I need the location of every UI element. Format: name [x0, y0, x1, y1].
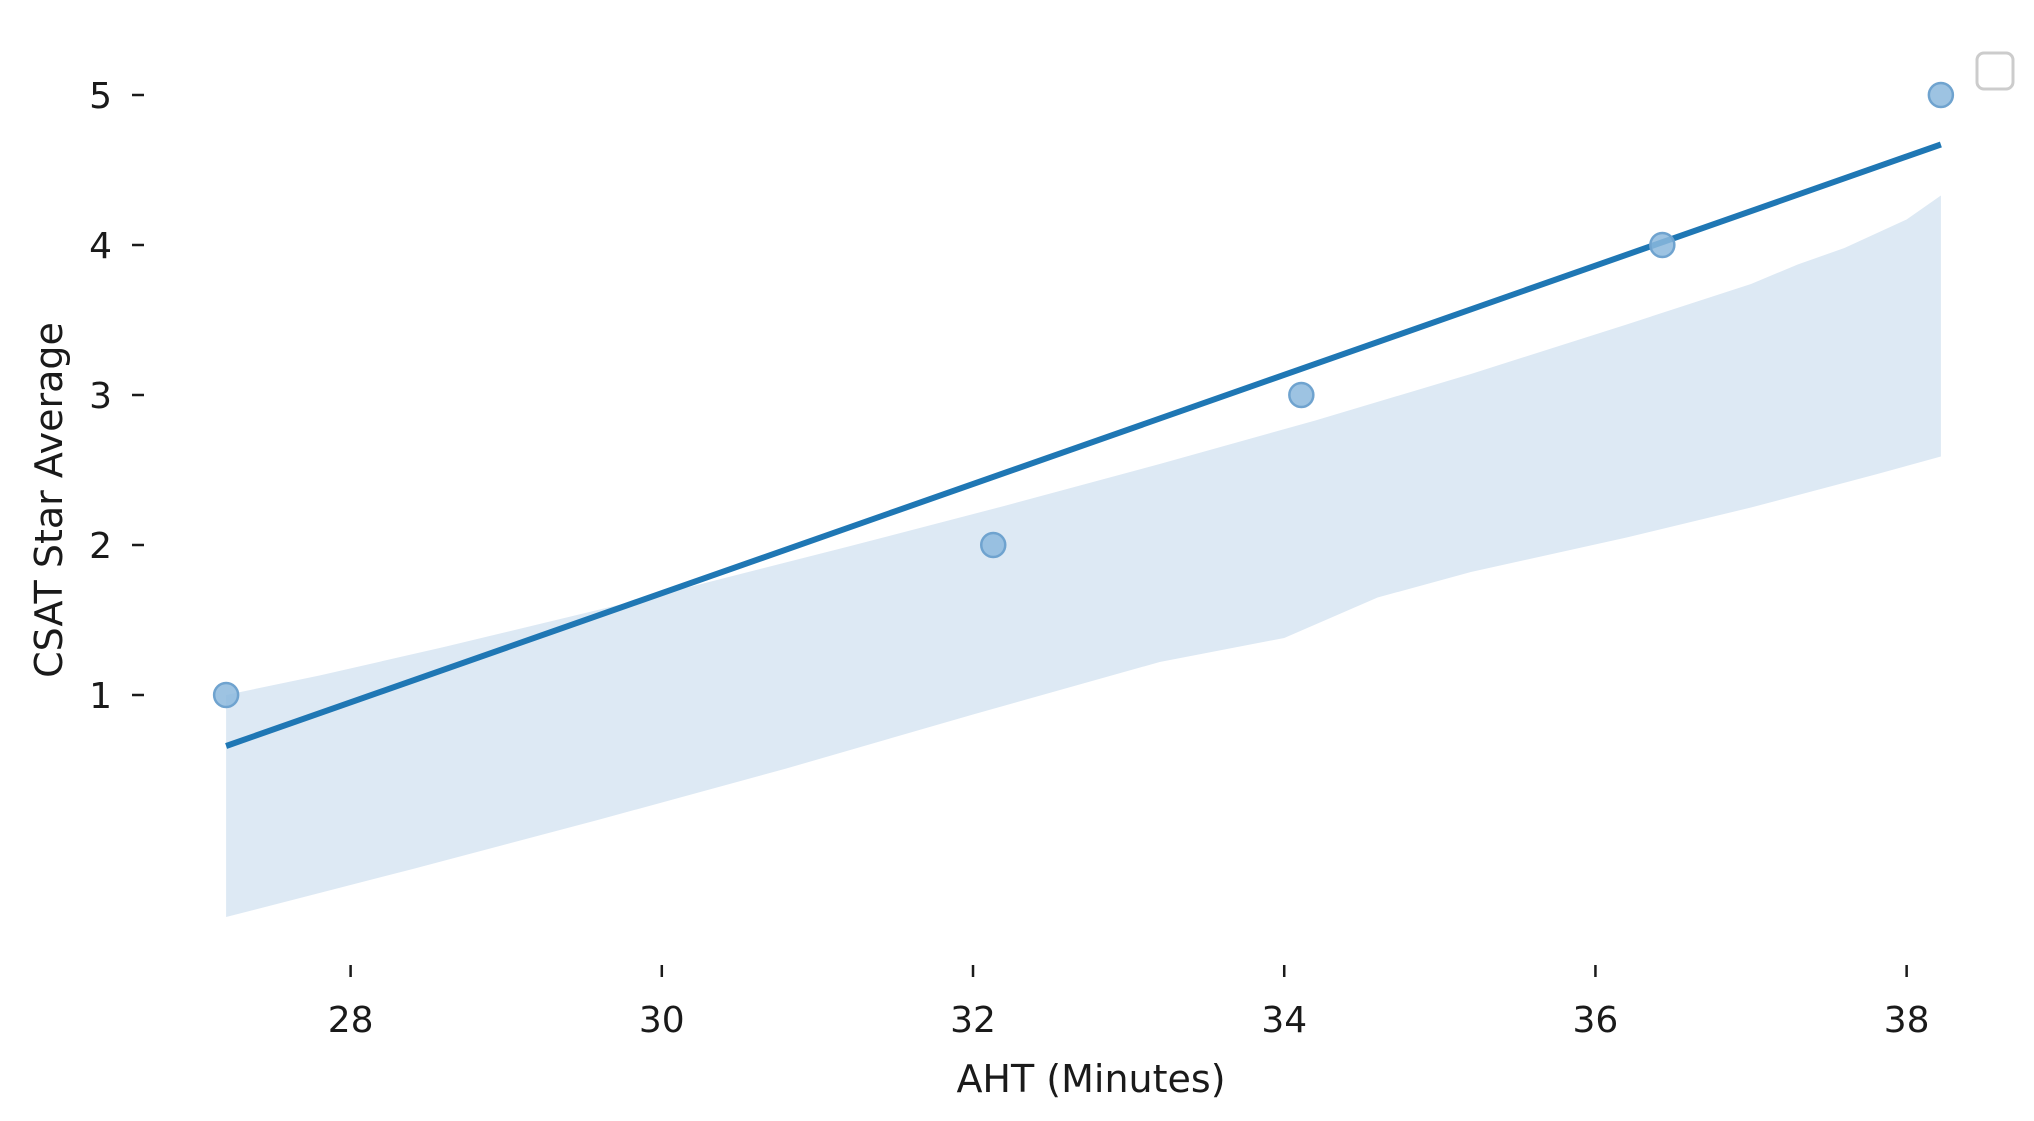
x-axis-label: AHT (Minutes)	[956, 1057, 1225, 1101]
legend-box	[1975, 51, 2015, 91]
data-point-1	[212, 681, 240, 709]
y-tick-label-4: 4	[89, 226, 112, 267]
data-points-layer	[212, 81, 1955, 709]
data-point-4	[1649, 231, 1676, 259]
x-tick-label-28: 28	[328, 1000, 374, 1041]
data-point-3	[1288, 381, 1315, 409]
y-tick-label-1: 1	[89, 676, 112, 717]
y-tick-label-5: 5	[89, 76, 112, 117]
confidence-band	[226, 195, 1941, 917]
x-tick-label-30: 30	[639, 1000, 685, 1041]
y-tick-label-2: 2	[89, 526, 112, 567]
y-tick-label-3: 3	[89, 376, 112, 417]
data-point-2	[979, 531, 1007, 559]
x-tick-label-36: 36	[1573, 1000, 1619, 1041]
x-tick-label-34: 34	[1261, 1000, 1307, 1041]
x-tick-label-38: 38	[1884, 1000, 1930, 1041]
data-point-5	[1927, 81, 1955, 109]
y-axis-label: CSAT Star Average	[27, 322, 71, 678]
confidence-band-layer	[226, 195, 1941, 917]
x-tick-label-32: 32	[950, 1000, 996, 1041]
